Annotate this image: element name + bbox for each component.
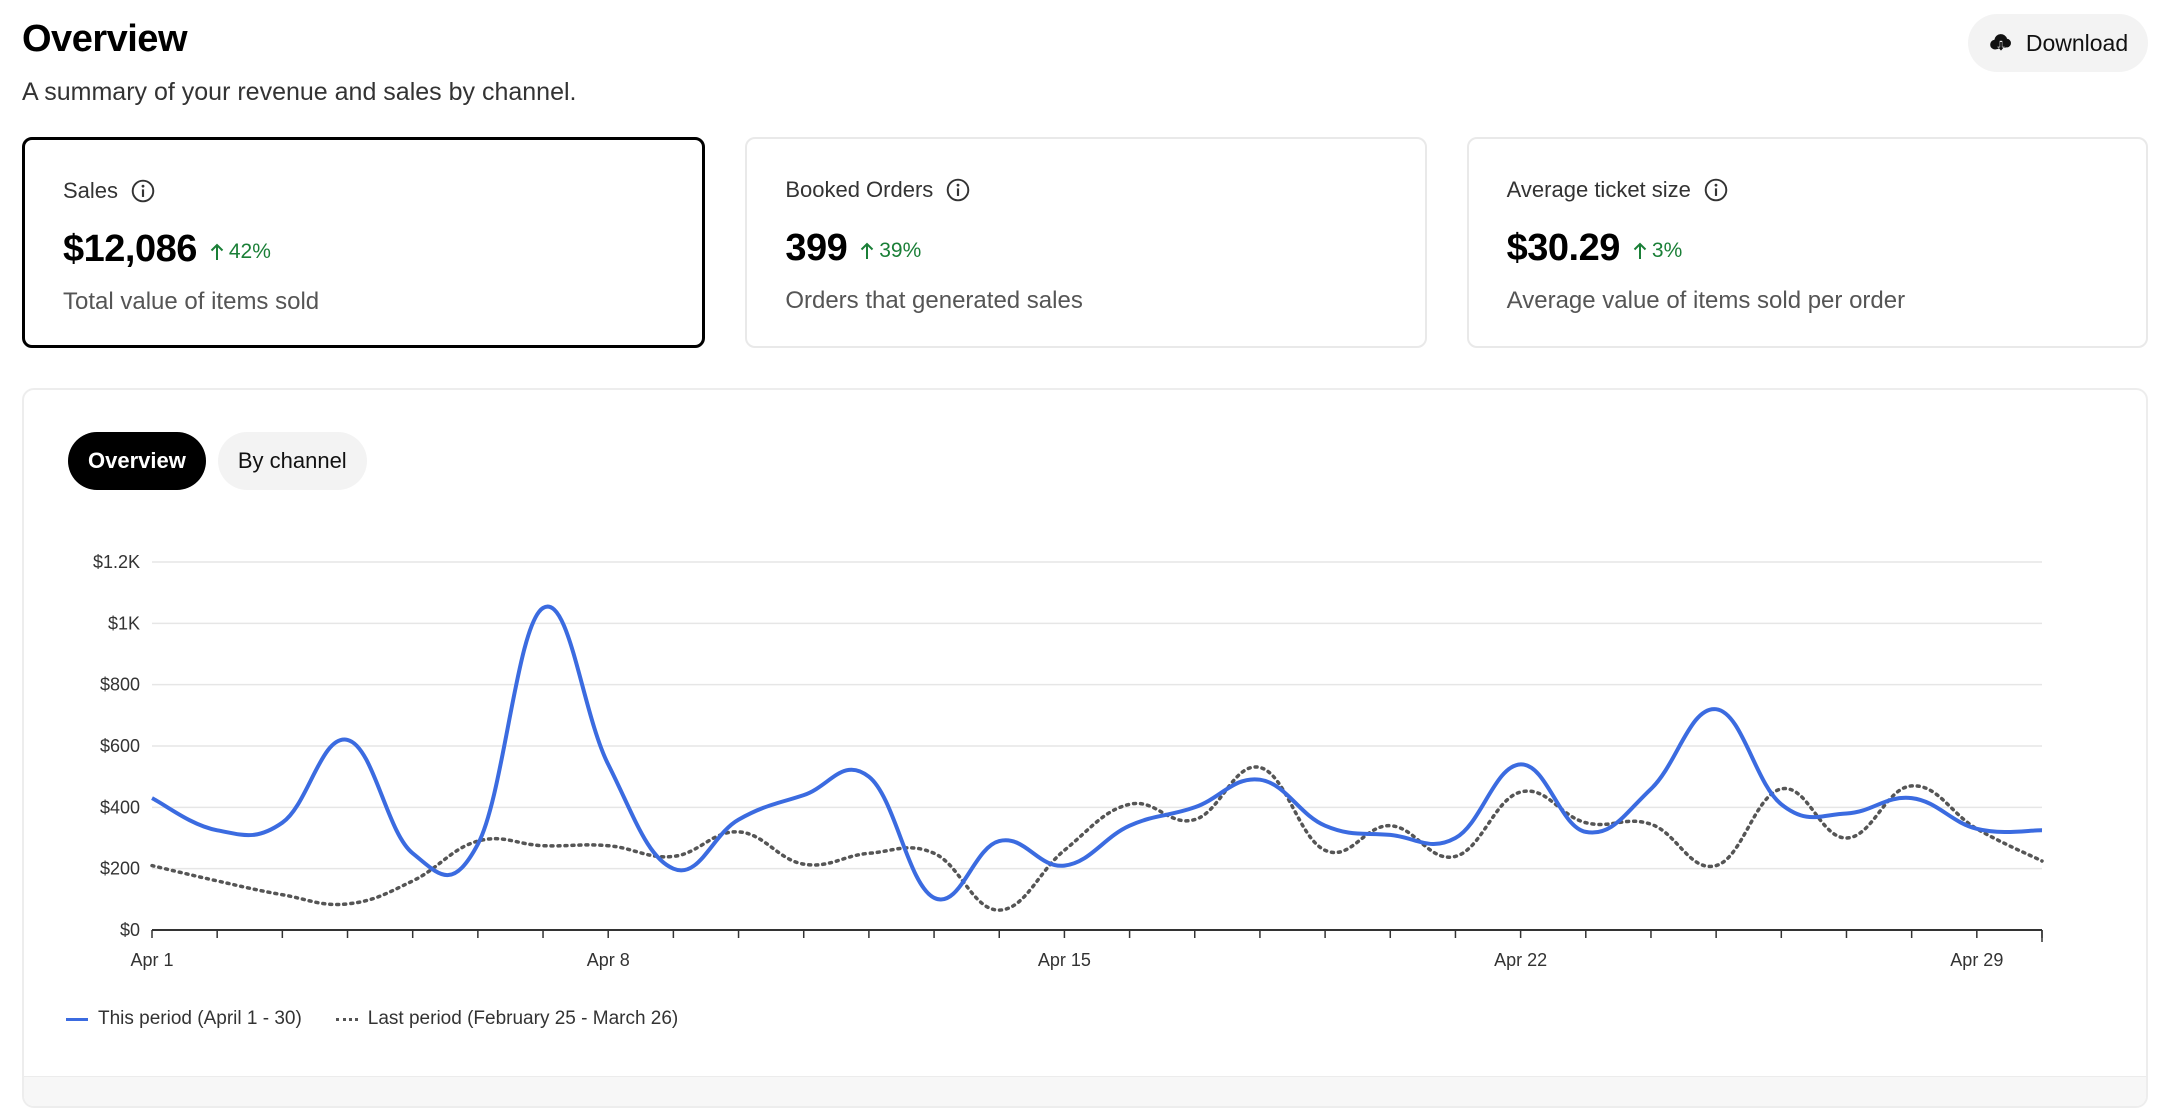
y-tick-label: $1.2K [93, 552, 140, 572]
card-value: $30.29 [1506, 227, 1621, 269]
legend-label: This period (April 1 - 30) [98, 1008, 302, 1029]
metric-cards: Sales $12,086 42% Total value of items s… [22, 137, 2148, 348]
card-delta: 3% [1632, 239, 1682, 263]
info-icon[interactable] [945, 177, 971, 203]
card-label: Average ticket size [1506, 177, 1691, 202]
sales-card[interactable]: Sales $12,086 42% Total value of items s… [22, 137, 706, 348]
chart-panel: Overview By channel $0 $200 $400 $600 $800 $1… [22, 388, 2148, 1108]
card-value: 399 [785, 227, 848, 269]
arrow-up-icon [1633, 242, 1647, 259]
card-description: Total value of items sold [63, 288, 320, 315]
x-tick-label: Apr 1 [130, 950, 173, 970]
info-icon[interactable] [130, 178, 156, 204]
tab-overview[interactable]: Overview [68, 432, 206, 490]
legend-swatch-solid [66, 1017, 88, 1021]
y-tick-label: $200 [100, 859, 140, 879]
y-tick-label: $800 [100, 675, 140, 695]
card-description: Average value of items sold per order [1506, 287, 1906, 314]
panel-footer-strip [24, 1076, 2146, 1106]
chart-legend: This period (April 1 - 30) Last period (… [66, 1008, 678, 1030]
card-delta: 42% [209, 240, 271, 264]
y-tick-label: $0 [120, 920, 140, 940]
y-tick-label: $1K [108, 613, 140, 633]
legend-label: Last period (February 25 - March 26) [367, 1008, 679, 1029]
legend-item-last-period: Last period (February 25 - March 26) [335, 1008, 679, 1030]
download-button[interactable]: Download [1968, 14, 2148, 72]
x-tick-label: Apr 22 [1494, 950, 1547, 970]
y-tick-label: $600 [100, 736, 140, 756]
card-delta: 39% [859, 239, 921, 263]
card-value: $12,086 [63, 228, 197, 270]
card-description: Orders that generated sales [785, 287, 1083, 314]
tab-by-channel[interactable]: By channel [217, 432, 367, 490]
card-label: Sales [63, 178, 119, 203]
x-tick-label: Apr 8 [587, 950, 630, 970]
legend-swatch-dotted [335, 1017, 358, 1021]
booked-orders-card[interactable]: Booked Orders 399 39% Orders that genera… [745, 137, 1427, 348]
y-tick-label: $400 [100, 797, 140, 817]
x-tick-label: Apr 15 [1038, 950, 1091, 970]
sales-line-chart: $0 $200 $400 $600 $800 $1K $1.2K Apr 1 Apr 8 Apr … [93, 552, 2044, 970]
info-icon[interactable] [1703, 177, 1729, 203]
chart-tabs: Overview By channel [68, 432, 367, 490]
card-label: Booked Orders [785, 177, 934, 202]
arrow-up-icon [861, 242, 874, 259]
download-label: Download [2025, 29, 2129, 56]
cloud-download-icon [1990, 34, 2011, 52]
average-ticket-card[interactable]: Average ticket size $30.29 3% Average va… [1466, 137, 2148, 348]
series-line-last-period [150, 765, 2044, 912]
page-title: Overview [22, 18, 188, 60]
arrow-up-icon [210, 243, 224, 260]
x-tick-label: Apr 29 [1950, 950, 2003, 970]
page-subtitle: A summary of your revenue and sales by c… [22, 78, 577, 106]
series-line-this-period [151, 604, 2043, 902]
legend-item-this-period: This period (April 1 - 30) [66, 1008, 302, 1030]
